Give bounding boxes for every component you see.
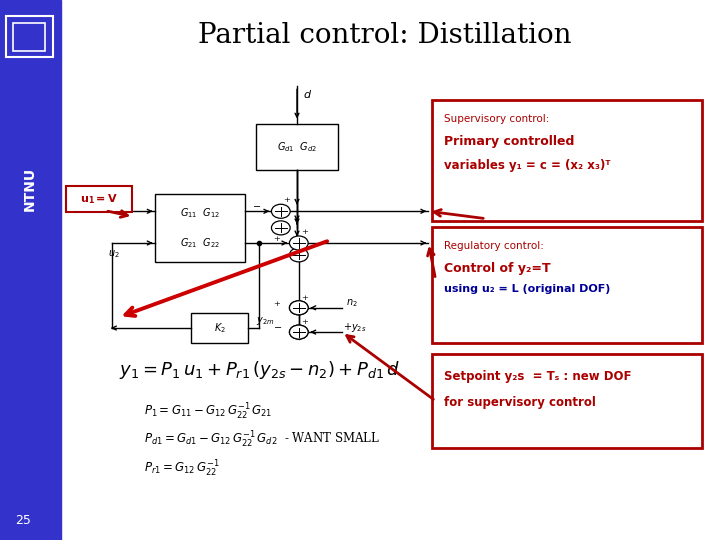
Text: $P_1 = G_{11} - G_{12}\,G_{22}^{-1}\,G_{21}$: $P_1 = G_{11} - G_{12}\,G_{22}^{-1}\,G_{… xyxy=(144,402,272,422)
Text: $u_2$: $u_2$ xyxy=(108,248,120,260)
Text: using u₂ = L (original DOF): using u₂ = L (original DOF) xyxy=(444,284,611,294)
Text: +: + xyxy=(302,318,308,326)
FancyBboxPatch shape xyxy=(0,0,61,540)
Text: $+y_{2s}$: $+y_{2s}$ xyxy=(343,321,367,334)
Circle shape xyxy=(289,301,308,315)
Text: −: − xyxy=(253,203,261,212)
Text: 25: 25 xyxy=(15,514,31,526)
Text: Primary controlled: Primary controlled xyxy=(444,135,575,148)
FancyBboxPatch shape xyxy=(155,194,245,262)
Text: $y_1$: $y_1$ xyxy=(432,200,444,212)
Text: $y_1 = P_1\,u_1 + P_{r1}\,(y_{2s}-n_2) + P_{d1}\,d$: $y_1 = P_1\,u_1 + P_{r1}\,(y_{2s}-n_2) +… xyxy=(119,359,400,381)
Text: $n_2$: $n_2$ xyxy=(346,298,357,309)
Circle shape xyxy=(289,236,308,250)
Text: for supervisory control: for supervisory control xyxy=(444,396,596,409)
Circle shape xyxy=(289,248,308,262)
Text: $d$: $d$ xyxy=(302,89,312,100)
FancyBboxPatch shape xyxy=(13,23,45,51)
Text: $K_2$: $K_2$ xyxy=(214,321,225,335)
Text: $y_2$: $y_2$ xyxy=(432,232,444,244)
Text: NTNU: NTNU xyxy=(23,167,37,211)
Text: variables y₁ = c = (x₂ x₃)ᵀ: variables y₁ = c = (x₂ x₃)ᵀ xyxy=(444,159,611,172)
Text: $\mathbf{u_1 = V}$: $\mathbf{u_1 = V}$ xyxy=(80,192,118,206)
Text: Control of y₂=T: Control of y₂=T xyxy=(444,262,551,275)
Text: Supervisory control:: Supervisory control: xyxy=(444,114,549,125)
FancyBboxPatch shape xyxy=(6,16,53,57)
Circle shape xyxy=(271,204,290,218)
Text: $u_1$: $u_1$ xyxy=(97,197,109,209)
Text: $y_{2m}$: $y_{2m}$ xyxy=(256,315,274,327)
Text: Setpoint y₂s  = Tₛ : new DOF: Setpoint y₂s = Tₛ : new DOF xyxy=(444,370,631,383)
Text: $P_{r1} = G_{12}\,G_{22}^{-1}$: $P_{r1} = G_{12}\,G_{22}^{-1}$ xyxy=(144,458,220,478)
Text: $P_{d1} = G_{d1} - G_{12}\,G_{22}^{-1}\,G_{d2}$  - WANT SMALL: $P_{d1} = G_{d1} - G_{12}\,G_{22}^{-1}\,… xyxy=(144,430,380,450)
Text: $G_{21}$  $G_{22}$: $G_{21}$ $G_{22}$ xyxy=(180,236,220,250)
Text: +: + xyxy=(283,196,289,204)
Circle shape xyxy=(271,221,290,235)
Text: Partial control: Distillation: Partial control: Distillation xyxy=(199,22,572,49)
Text: $G_{11}$  $G_{12}$: $G_{11}$ $G_{12}$ xyxy=(180,206,220,220)
Circle shape xyxy=(289,325,308,339)
Circle shape xyxy=(289,301,308,315)
Circle shape xyxy=(289,325,308,339)
FancyBboxPatch shape xyxy=(432,100,702,221)
FancyBboxPatch shape xyxy=(191,313,248,343)
Text: +: + xyxy=(274,235,281,244)
Text: +: + xyxy=(302,294,308,301)
Text: $G_{d1}$  $G_{d2}$: $G_{d1}$ $G_{d2}$ xyxy=(277,140,317,154)
Text: −: − xyxy=(274,324,282,333)
Text: +: + xyxy=(274,300,281,308)
FancyBboxPatch shape xyxy=(66,186,132,212)
FancyBboxPatch shape xyxy=(256,124,338,170)
FancyBboxPatch shape xyxy=(432,354,702,448)
Text: +: + xyxy=(301,228,307,235)
Text: Regulatory control:: Regulatory control: xyxy=(444,241,544,252)
FancyBboxPatch shape xyxy=(432,227,702,343)
